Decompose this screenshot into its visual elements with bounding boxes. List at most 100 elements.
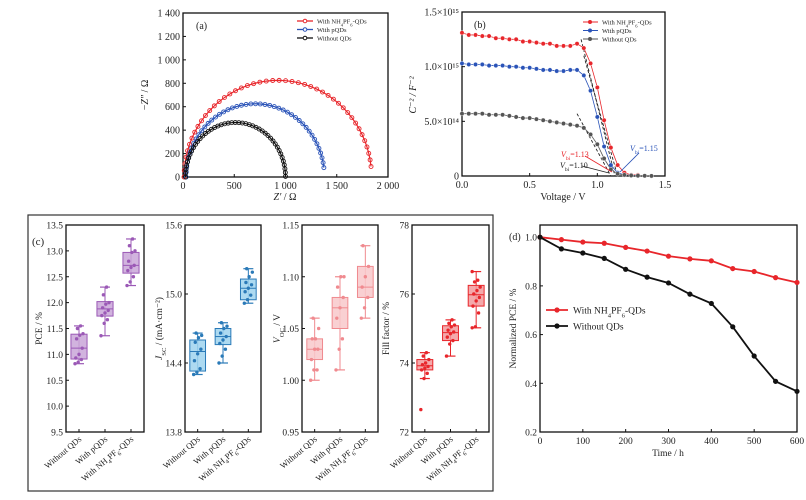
category-label: Without QDs: [42, 434, 83, 471]
data-point: [78, 333, 82, 337]
data-point: [309, 357, 314, 362]
data-point: [316, 326, 321, 331]
data-point: [195, 138, 201, 144]
annotation-label: Vbi=1.15: [630, 144, 658, 156]
data-point: [608, 145, 614, 150]
data-point: [479, 62, 485, 67]
data-point: [100, 313, 104, 318]
y-tick-label: 1.00: [282, 377, 299, 387]
data-point: [500, 112, 505, 118]
data-point: [126, 268, 130, 273]
data-point: [257, 101, 263, 107]
data-point: [474, 299, 478, 303]
y-tick-label: 1.5×10¹⁵: [424, 8, 459, 19]
data-point: [224, 334, 228, 339]
y-tick-label: 800: [165, 79, 180, 90]
legend-label: With NH4PF6-QDs: [602, 20, 652, 29]
data-point: [339, 275, 343, 279]
data-point: [445, 335, 449, 339]
x-tick-label: 2 000: [377, 181, 400, 192]
y-tick-label: 12.5: [46, 273, 63, 283]
data-point: [104, 302, 108, 306]
y-tick-label: 13.5: [46, 222, 63, 232]
legend-label: Without QDs: [573, 323, 624, 333]
data-point: [345, 110, 351, 116]
data-point: [362, 306, 367, 310]
data-point: [772, 378, 779, 384]
x-axis-label: Voltage / V: [540, 192, 586, 203]
panel-a-label: (a): [196, 21, 207, 32]
data-point: [313, 337, 318, 341]
data-point: [270, 138, 276, 144]
y-axis-label: JSC / (mA·cm⁻²): [154, 297, 168, 360]
data-point: [751, 353, 757, 359]
data-point: [554, 43, 560, 49]
y-axis-label: Fill factor / %: [381, 302, 392, 355]
x-tick-label: 600: [790, 437, 805, 447]
data-point: [615, 171, 621, 177]
data-point: [267, 102, 273, 108]
data-point: [547, 118, 553, 124]
data-point: [74, 337, 79, 341]
data-point: [349, 115, 355, 121]
data-point: [581, 73, 587, 78]
data-point: [336, 100, 341, 106]
x-tick-label: 0: [538, 437, 543, 447]
panel-c-frame: [27, 214, 494, 492]
data-point: [500, 63, 505, 68]
x-tick-label: 100: [576, 437, 591, 447]
data-point: [102, 321, 106, 326]
data-point: [644, 274, 650, 280]
data-point: [554, 120, 560, 125]
y-tick-label: 0.6: [525, 331, 537, 341]
data-point: [520, 39, 526, 44]
data-point: [459, 30, 465, 36]
data-point: [561, 68, 566, 74]
data-point: [558, 237, 565, 243]
data-point: [366, 295, 370, 300]
data-point: [486, 112, 492, 118]
fit-line: [576, 113, 612, 177]
data-point: [283, 173, 288, 179]
y-tick-label: 11.5: [47, 325, 64, 335]
y-tick-label: 5.0×10¹⁴: [424, 117, 459, 128]
panel-d-stability-plot: 0 100 200 300 400 500 600 0.2 0.4 0.6 0.8 1.0 (d) Tim…: [509, 224, 805, 459]
y-tick-label: 1 200: [158, 32, 181, 43]
data-point: [540, 41, 546, 47]
data-point: [341, 295, 345, 300]
data-point: [472, 292, 476, 296]
data-point: [283, 78, 289, 84]
data-point: [423, 361, 428, 365]
x-tick-label: 0.5: [523, 180, 536, 191]
x-tick-label: 1.0: [591, 180, 604, 191]
data-point: [193, 340, 197, 344]
data-point: [513, 114, 519, 120]
data-point: [227, 91, 233, 97]
legend-label: With NH4PF6-QDs: [317, 19, 367, 28]
data-point: [527, 65, 533, 71]
data-point: [466, 32, 472, 38]
data-point: [250, 270, 255, 274]
data-point: [207, 108, 213, 114]
data-point: [574, 41, 580, 47]
data-point: [315, 368, 319, 372]
data-point: [450, 318, 454, 322]
data-point: [459, 60, 465, 66]
data-point: [687, 291, 693, 297]
y-tick-label: 0.4: [525, 380, 537, 390]
annotation-arrow: [619, 152, 640, 173]
data-point: [202, 113, 208, 118]
data-point: [361, 244, 365, 248]
data-point: [687, 256, 693, 262]
data-point: [195, 352, 200, 356]
y-tick-label: 78: [400, 222, 410, 232]
data-point: [601, 240, 607, 246]
data-point: [473, 325, 478, 329]
x-axis-label: Z′ / Ω: [274, 192, 297, 203]
annotation-label: Vbi=1.10: [560, 161, 588, 173]
y-tick-label: 14.4: [165, 360, 182, 370]
data-point: [580, 250, 586, 256]
y-tick-label: 12.0: [46, 299, 63, 309]
